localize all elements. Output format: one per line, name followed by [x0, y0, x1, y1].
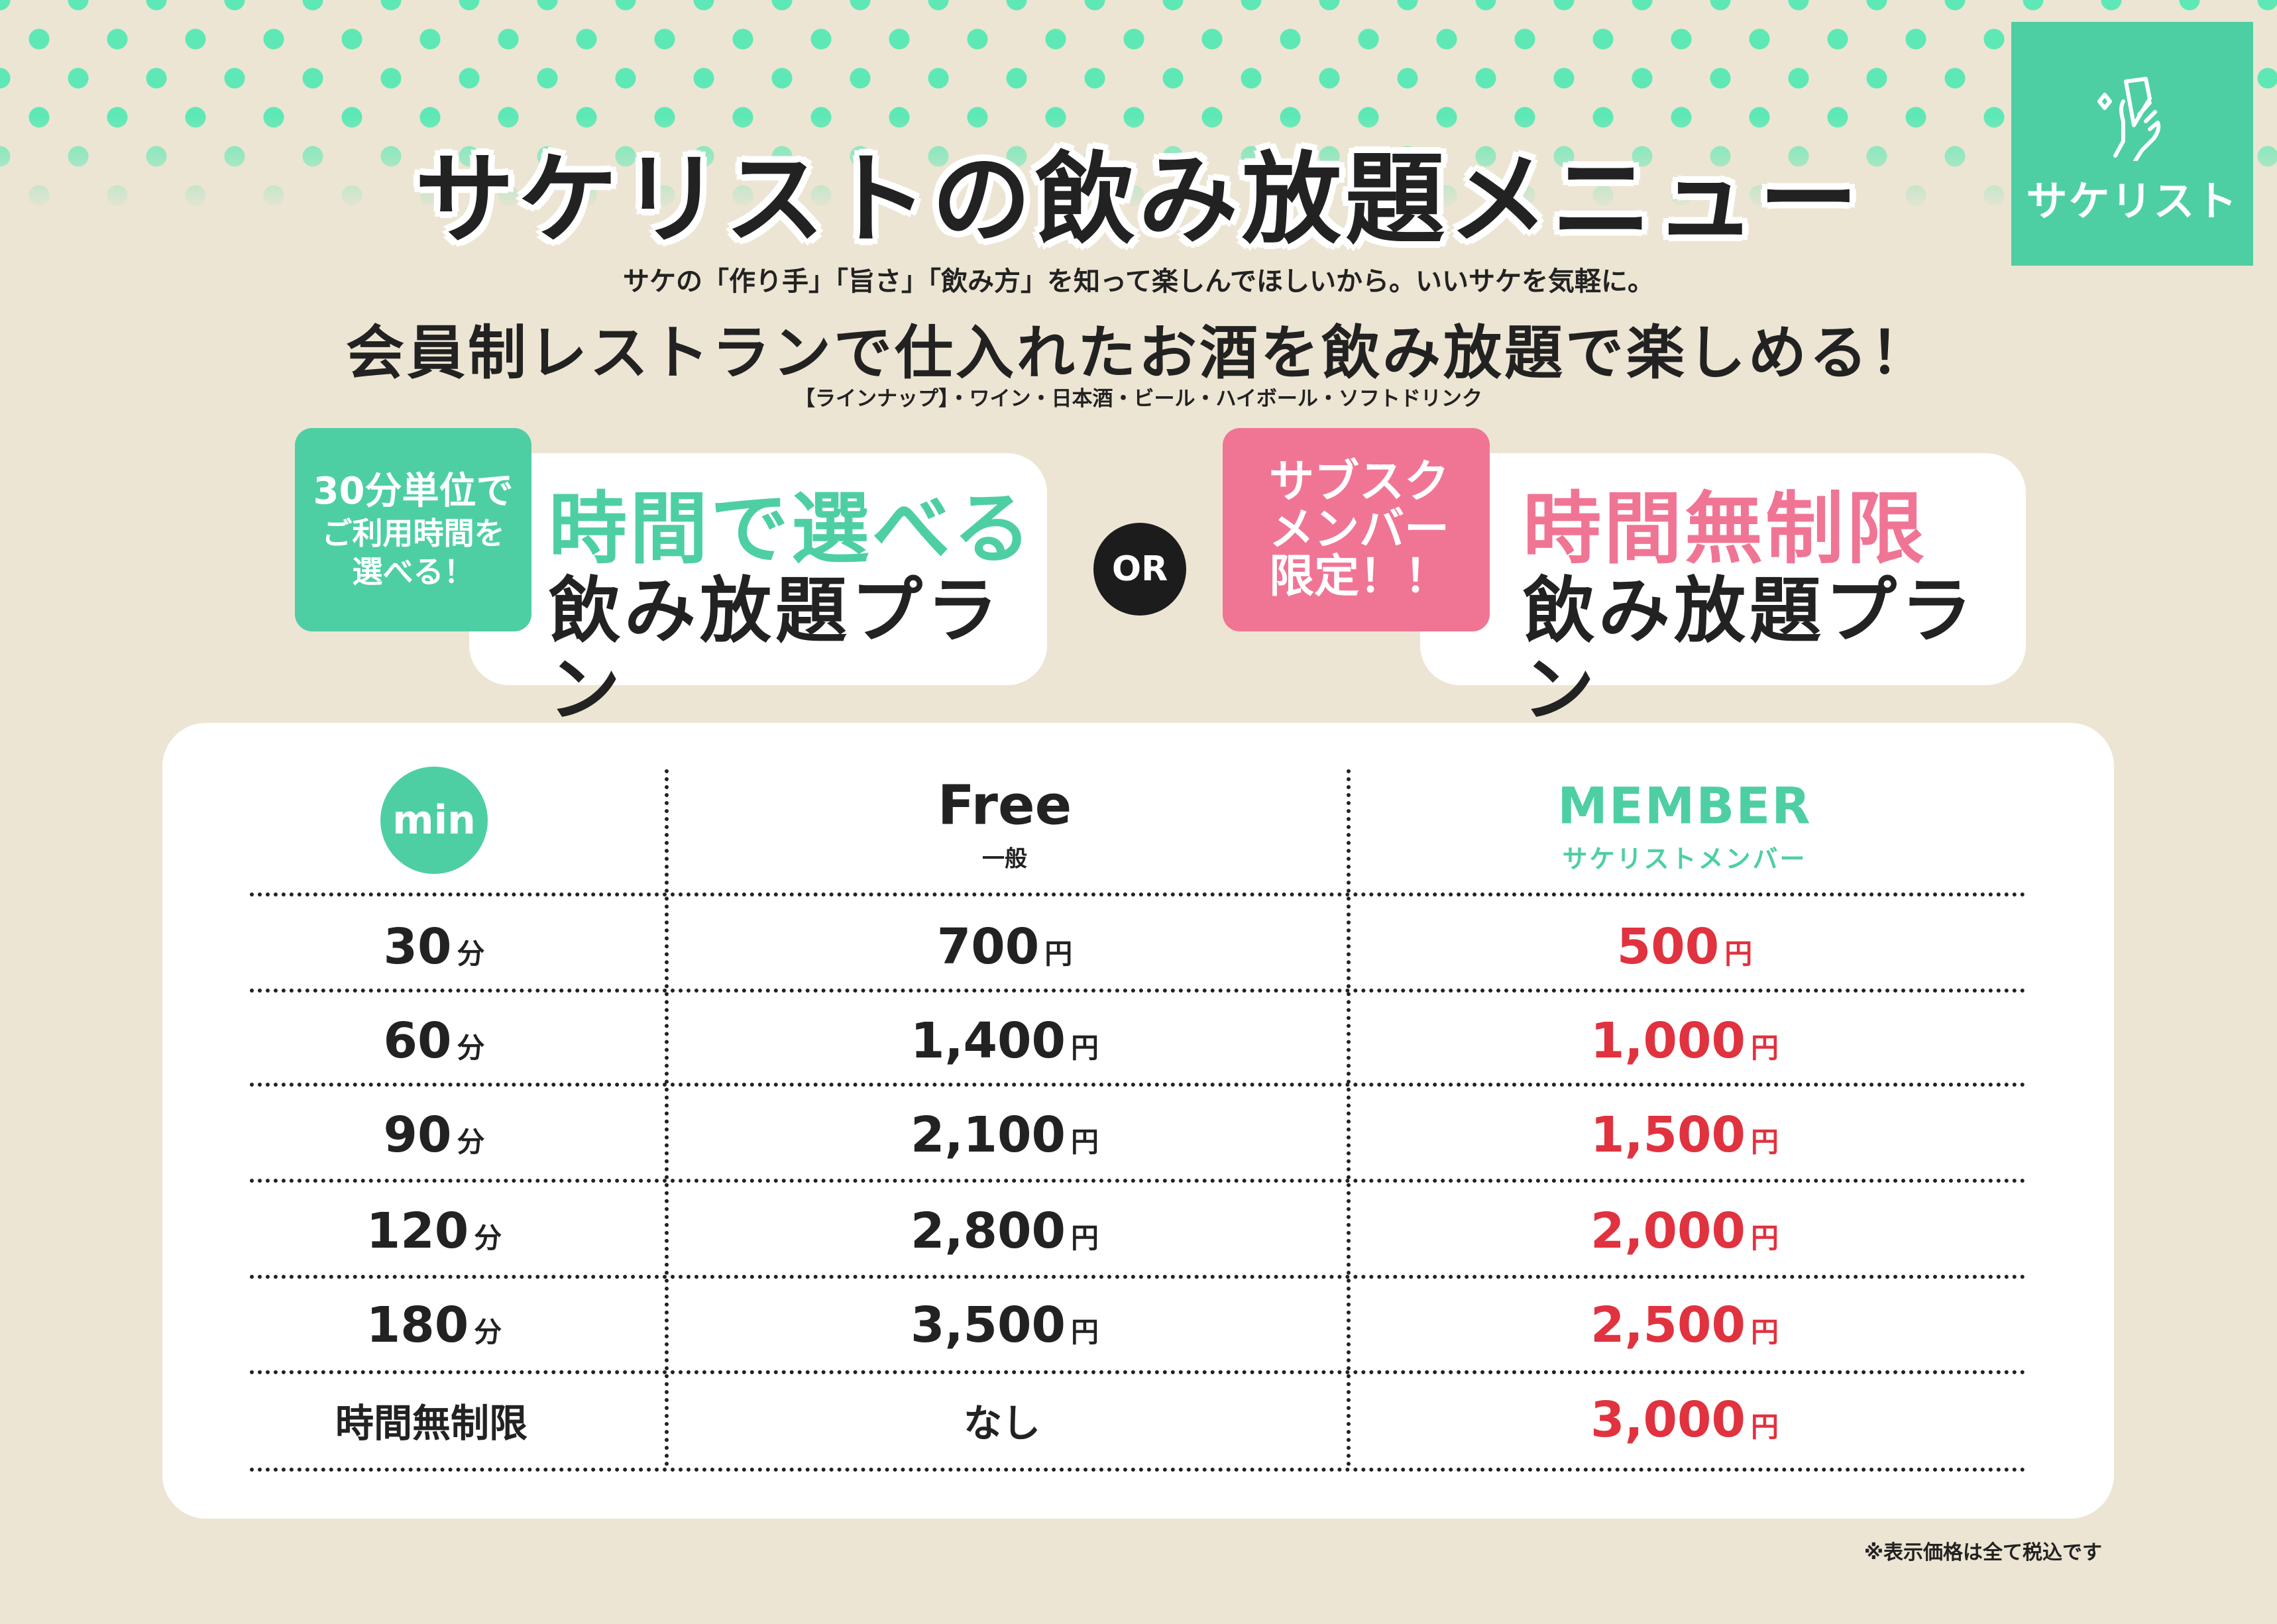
row-divider — [250, 1083, 2026, 1087]
cell-value: 700 — [936, 918, 1040, 975]
plan-title: 時間で選べる — [549, 483, 1034, 574]
badge-line: サブスク — [1269, 456, 1450, 509]
cell-value: 90 — [383, 1107, 452, 1164]
page-title: サケリストの飲み放題メニュー — [414, 142, 1862, 258]
plan-card-unlimited: 時間無制限 飲み放題プラン — [1420, 453, 2026, 730]
cell-unit: 分 — [457, 938, 485, 970]
cell-value: 500 — [1616, 918, 1720, 975]
cell-value: 1,000 — [1590, 1012, 1746, 1069]
cell-value: 3,500 — [910, 1297, 1066, 1354]
cell-unit: 円 — [1044, 938, 1073, 970]
table-cell-time: 30 分 — [384, 918, 485, 975]
logo: サケリスト — [2011, 22, 2253, 266]
table-cell-member: 1,500 円 — [1590, 1107, 1779, 1164]
table-cell-time: 120 分 — [366, 1203, 502, 1260]
badge-line: 選べる！ — [352, 553, 474, 590]
cell-value: 3,000 — [1590, 1391, 1746, 1448]
hand-holding-glass-icon — [2097, 77, 2160, 163]
intro-headline: 会員制レストランで仕入れたお酒を飲み放題で楽しめる！ — [345, 319, 1931, 387]
or-badge: OR — [1093, 523, 1186, 616]
cell-unit: 分 — [457, 1032, 485, 1064]
row-divider — [250, 989, 2026, 993]
badge-line: 限定！！ — [1269, 551, 1450, 604]
cell-unit: 円 — [1071, 1032, 1099, 1064]
cell-value: 2,100 — [910, 1107, 1066, 1164]
cell-unit: 円 — [1071, 1126, 1099, 1158]
row-divider — [250, 1370, 2026, 1374]
table-cell-time: 時間無制限 — [335, 1392, 533, 1448]
plan-badge-time: 30分単位で ご利用時間を 選べる！ — [295, 428, 531, 631]
column-divider — [1347, 769, 1351, 1466]
cell-value: 1,400 — [910, 1012, 1066, 1069]
plan-subtitle: 飲み放題プラン — [1523, 570, 1977, 731]
header-member-sub: サケリストメンバー — [1562, 844, 1807, 874]
table-cell-time: 60 分 — [384, 1012, 485, 1069]
cell-unit: 円 — [1751, 1126, 1779, 1158]
cell-value: 120 — [366, 1203, 469, 1260]
cell-unit: 円 — [1751, 1316, 1779, 1348]
column-divider — [665, 769, 669, 1466]
badge-line: ご利用時間を — [321, 515, 505, 551]
tax-footnote: ※表示価格は全て税込です — [1863, 1541, 2102, 1564]
dot-pattern — [0, 0, 2277, 212]
badge-line: メンバー — [1269, 503, 1450, 556]
table-cell-member: 2,000 円 — [1590, 1203, 1779, 1260]
table-cell-time: 180 分 — [366, 1297, 502, 1354]
table-cell-member: 1,000 円 — [1590, 1012, 1779, 1069]
cell-unit: 円 — [1071, 1316, 1099, 1348]
cell-value: 2,000 — [1590, 1203, 1746, 1260]
cell-unit: 分 — [457, 1126, 485, 1158]
table-cell-free: 3,500 円 — [911, 1297, 1099, 1354]
table-cell-free: 700 円 — [937, 918, 1072, 975]
cell-unit: 分 — [474, 1222, 502, 1254]
table-cell-free: 1,400 円 — [911, 1012, 1099, 1069]
header-free-sub: 一般 — [982, 845, 1027, 873]
price-table — [162, 723, 2114, 1519]
table-cell-free: 2,100 円 — [911, 1107, 1099, 1164]
row-divider — [250, 1275, 2026, 1279]
badge-line: 30分単位で — [313, 470, 514, 513]
intro-line1: サケの「作り手」「旨さ」「飲み方」を知って楽しんでほしいから。いいサケを気軽に。 — [623, 266, 1654, 297]
cell-value: なし — [963, 1401, 1041, 1446]
plan-badge-subscription: サブスク メンバー 限定！！ — [1223, 428, 1490, 631]
row-divider — [250, 1179, 2026, 1183]
table-cell-time: 90 分 — [384, 1107, 485, 1164]
cell-value: 180 — [366, 1297, 469, 1354]
table-cell-member: 2,500 円 — [1590, 1297, 1779, 1354]
cell-unit: 円 — [1071, 1222, 1099, 1254]
header-member: MEMBER — [1557, 776, 1812, 836]
cell-unit: 円 — [1751, 1222, 1779, 1254]
table-cell-free: なし — [964, 1392, 1046, 1448]
row-divider — [250, 1468, 2026, 1472]
cell-value: 1,500 — [1590, 1107, 1746, 1164]
cell-unit: 円 — [1751, 1411, 1779, 1443]
logo-text: サケリスト — [2026, 177, 2239, 225]
plan-subtitle: 飲み放題プラン — [549, 570, 1003, 731]
cell-unit: 分 — [474, 1316, 502, 1348]
header-min: min — [380, 767, 488, 874]
table-cell-free: 2,800 円 — [911, 1203, 1099, 1260]
table-cell-member: 500 円 — [1617, 918, 1752, 975]
table-cell-member: 3,000 円 — [1590, 1391, 1779, 1448]
cell-value: 2,800 — [910, 1203, 1066, 1260]
plan-title: 時間無制限 — [1523, 483, 1928, 574]
header-free: Free — [937, 774, 1072, 838]
cell-value: 2,500 — [1590, 1297, 1746, 1354]
cell-value: 時間無制限 — [335, 1401, 528, 1446]
cell-value: 30 — [383, 918, 452, 975]
cell-value: 60 — [383, 1012, 452, 1069]
row-divider — [250, 893, 2026, 896]
plan-card-time: 時間で選べる 飲み放題プラン — [469, 453, 1047, 730]
lineup: 【ラインナップ】・ワイン・日本酒・ビール・ハイボール・ソフトドリンク — [795, 387, 1482, 411]
cell-unit: 円 — [1724, 938, 1753, 970]
cell-unit: 円 — [1751, 1032, 1779, 1064]
